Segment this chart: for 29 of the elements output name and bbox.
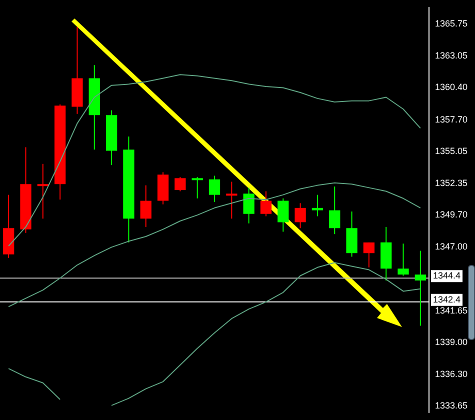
- ref-line-label: 1342.4: [433, 294, 461, 304]
- candlestick: [414, 250, 426, 326]
- ref-line-label: 1344.4: [433, 270, 461, 281]
- y-tick-label: 1355.05: [435, 146, 468, 156]
- y-tick-label: 1363.05: [435, 50, 468, 61]
- y-tick-label: 1341.65: [435, 305, 468, 316]
- y-tick-label: 1352.35: [435, 178, 468, 188]
- y-tick-label: 1339.00: [435, 336, 468, 347]
- y-tick-label: 1357.70: [435, 114, 468, 124]
- candlestick: [243, 187, 254, 224]
- candlestick: [363, 242, 375, 268]
- y-tick-label: 1347.00: [435, 242, 468, 252]
- candlestick: [398, 243, 409, 276]
- y-tick-label: 1333.65: [435, 400, 468, 411]
- y-tick-label: 1360.40: [435, 82, 468, 92]
- candlestick: [260, 190, 272, 217]
- y-tick-label: 1336.30: [435, 369, 468, 380]
- candlestick: [174, 176, 186, 192]
- candlestick: [192, 176, 203, 199]
- candlestick: [329, 186, 340, 235]
- y-tick-label: 1365.75: [435, 18, 468, 29]
- candlestick: [37, 163, 48, 220]
- candlestick: [312, 194, 324, 217]
- candlestick: [226, 181, 238, 220]
- candlestick: [208, 175, 220, 202]
- candlestick: [294, 202, 306, 229]
- y-tick-label: 1349.70: [435, 210, 468, 220]
- candlestick: [140, 184, 152, 228]
- candlestick: [278, 198, 289, 232]
